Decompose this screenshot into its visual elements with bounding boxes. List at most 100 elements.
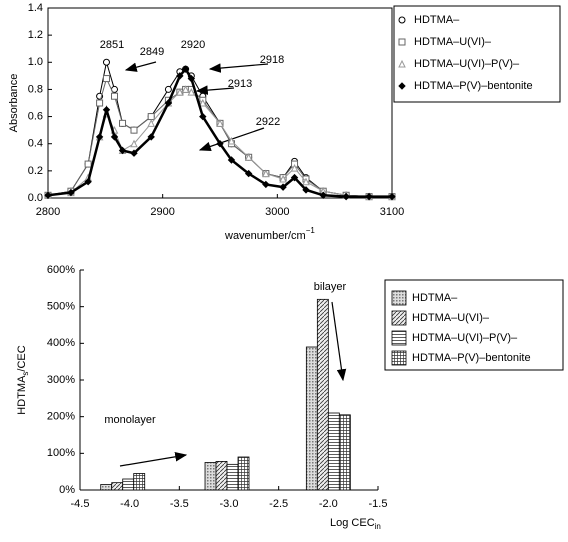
arrow [195, 85, 235, 95]
annotation: 2918 [260, 54, 284, 66]
marker [164, 99, 173, 107]
annotation: 2913 [228, 78, 252, 90]
marker [84, 160, 92, 168]
bar [237, 456, 250, 491]
axis-label: Log CECin [330, 517, 381, 531]
arrows [119, 61, 347, 467]
marker [130, 139, 138, 148]
marker [262, 180, 270, 189]
x-tick-label: -2.5 [269, 498, 288, 510]
y-tick-label: 500% [47, 301, 75, 313]
x-tick-label: 3000 [265, 206, 289, 218]
axis-label-part: HDTMA [16, 375, 28, 415]
marker [95, 133, 104, 141]
bar [305, 346, 318, 491]
x-tick-label: -4.0 [120, 498, 139, 510]
axis-label-part: s [21, 372, 30, 376]
marker [102, 58, 110, 66]
legend-label: HDTMA–U(VI)–P(V)– [412, 332, 518, 344]
axis-label-part: wavenumber/cm [224, 230, 306, 242]
legend-box [393, 5, 561, 103]
marker [227, 156, 236, 164]
axis-label-part: Log CEC [330, 517, 375, 529]
series-line [47, 62, 392, 198]
bar [111, 482, 124, 491]
marker [119, 119, 127, 127]
axis-label-part: /CEC [16, 345, 28, 371]
annotation: 2920 [181, 39, 205, 51]
y-tick-label: 1.0 [28, 56, 43, 68]
marker [181, 65, 190, 73]
annotation: monolayer [104, 414, 156, 426]
legend-label: HDTMA–P(V)–bentonite [412, 352, 531, 364]
marker [216, 119, 224, 127]
marker [279, 174, 287, 183]
marker [110, 133, 119, 141]
marker [262, 169, 270, 178]
axis-label-part: −1 [306, 226, 316, 235]
marker [130, 126, 138, 134]
x-tick-label: -4.5 [71, 498, 90, 510]
axis-label: HDTMAs/CEC [16, 345, 30, 414]
marker [44, 191, 52, 199]
marker [290, 173, 299, 182]
marker [244, 153, 253, 161]
y-tick-label: 400% [47, 337, 75, 349]
legend-marker [398, 38, 406, 46]
x-tick-label: -2.0 [319, 498, 338, 510]
x-tick-label: 2800 [36, 206, 60, 218]
marker [164, 85, 172, 93]
marker [302, 177, 310, 186]
marker [187, 88, 196, 96]
x-tick-label: -3.5 [170, 498, 189, 510]
marker [342, 192, 350, 201]
legend-label: HDTMA– [414, 14, 460, 26]
x-tick-label: -3.0 [220, 498, 239, 510]
legend-marker [398, 59, 406, 68]
marker [187, 74, 196, 83]
marker [130, 149, 138, 157]
series-line [47, 66, 392, 198]
axis-label-part: in [375, 522, 381, 531]
bar [122, 478, 135, 491]
y-tick-label: 100% [47, 447, 75, 459]
bar [327, 412, 340, 491]
legend-box [384, 279, 564, 371]
bar [133, 473, 146, 491]
marker [302, 186, 310, 194]
bar [215, 460, 228, 491]
marker [279, 183, 287, 191]
marker [365, 192, 373, 201]
bar [204, 462, 217, 491]
marker [102, 106, 111, 114]
marker [147, 133, 155, 141]
legend-swatch [391, 290, 407, 306]
annotation: 2849 [140, 46, 164, 58]
marker [176, 72, 184, 80]
arrow [119, 452, 188, 467]
y-tick-label: 0.8 [28, 83, 43, 95]
legend-swatch [391, 330, 407, 346]
x-tick-label: 2900 [150, 206, 174, 218]
legend-label: HDTMA–P(V)–bentonite [414, 80, 533, 92]
bar [316, 298, 329, 491]
legend-swatch [391, 310, 407, 326]
bar [226, 463, 239, 491]
x-tick-label: -1.5 [369, 498, 388, 510]
marker [102, 75, 110, 83]
legend-label: HDTMA–U(VI)–P(V)– [414, 58, 520, 70]
bar [100, 484, 113, 491]
annotation: bilayer [314, 281, 347, 293]
marker [290, 164, 299, 172]
marker [118, 146, 127, 155]
legend-marker [398, 82, 406, 90]
y-tick-label: 0.6 [28, 110, 43, 122]
marker [147, 119, 156, 127]
y-tick-label: 0.2 [28, 165, 43, 177]
y-tick-label: 300% [47, 374, 75, 386]
y-tick-label: 1.4 [28, 2, 43, 14]
y-tick-label: 600% [47, 264, 75, 276]
marker [111, 92, 119, 100]
